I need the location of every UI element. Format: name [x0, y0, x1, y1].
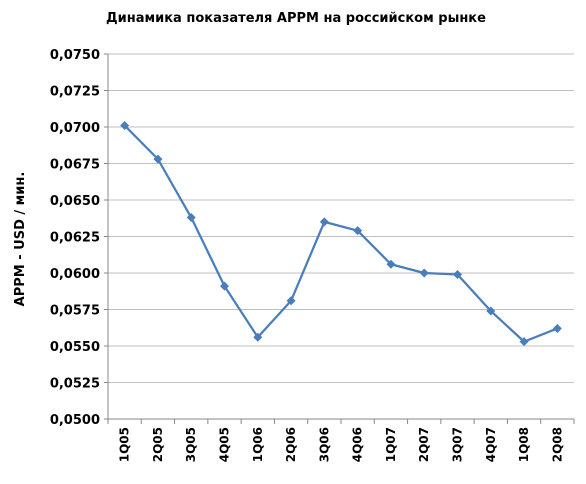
- y-tick-label: 0,0525: [50, 377, 100, 392]
- data-point: [220, 281, 229, 291]
- data-point: [519, 337, 529, 347]
- chart-title: Динамика показателя APPM на российском р…: [106, 11, 486, 26]
- gridlines: [108, 53, 574, 383]
- y-tick-label: 0,0675: [50, 158, 100, 173]
- data-point: [419, 268, 429, 278]
- data-point: [319, 217, 329, 227]
- x-tick-label: 2Q05: [151, 427, 165, 462]
- y-axis-ticks: 0,0500 0,0525 0,0550 0,0575 0,0600 0,0625 0,06…: [50, 48, 108, 428]
- data-point: [353, 226, 363, 236]
- y-tick-label: 0,0625: [50, 231, 100, 246]
- data-point: [386, 259, 396, 269]
- x-tick-label: 4Q06: [351, 427, 365, 462]
- data-point: [253, 332, 263, 342]
- y-tick-label: 0,0550: [50, 340, 100, 355]
- data-point: [486, 306, 496, 316]
- y-tick-label: 0,0650: [50, 194, 100, 209]
- data-point: [153, 154, 163, 164]
- y-tick-label: 0,0575: [50, 304, 100, 319]
- data-point: [453, 269, 462, 279]
- y-tick-label: 0,0500: [50, 413, 100, 428]
- x-tick-label: 1Q07: [384, 427, 398, 462]
- y-axis-label: APPM - USD / мин.: [13, 172, 28, 307]
- y-tick-label: 0,0700: [50, 121, 100, 136]
- data-series: [120, 121, 562, 347]
- x-tick-label: 1Q06: [251, 427, 265, 462]
- x-tick-label: 2Q08: [550, 427, 564, 462]
- x-tick-label: 4Q07: [484, 427, 498, 462]
- data-point: [552, 323, 562, 333]
- x-tick-label: 2Q07: [417, 427, 431, 462]
- y-tick-label: 0,0725: [50, 85, 100, 100]
- y-tick-label: 0,0600: [50, 267, 100, 282]
- data-point: [186, 213, 196, 223]
- y-tick-label: 0,0750: [50, 48, 100, 63]
- x-tick-label: 3Q05: [184, 427, 198, 462]
- x-tick-label: 3Q06: [317, 427, 331, 462]
- x-tick-label: 2Q06: [284, 427, 298, 462]
- x-tick-label: 3Q07: [451, 427, 465, 462]
- x-tick-label: 1Q05: [118, 427, 132, 462]
- x-tick-label: 4Q05: [218, 427, 232, 462]
- data-point: [286, 296, 296, 306]
- x-axis-ticks: 1Q05 2Q05 3Q05 4Q05 1Q06 2Q06 3Q06 4Q06 1Q07 2Q07…: [107, 419, 575, 462]
- data-point: [120, 121, 130, 131]
- series-line: [123, 124, 558, 343]
- x-tick-label: 1Q08: [517, 427, 531, 462]
